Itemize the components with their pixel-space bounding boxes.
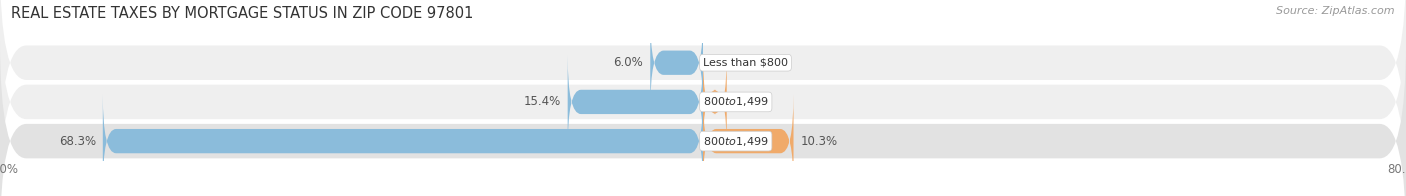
Text: $800 to $1,499: $800 to $1,499 [703,95,769,108]
Text: $800 to $1,499: $800 to $1,499 [703,135,769,148]
Text: 2.7%: 2.7% [734,95,763,108]
Text: REAL ESTATE TAXES BY MORTGAGE STATUS IN ZIP CODE 97801: REAL ESTATE TAXES BY MORTGAGE STATUS IN … [11,6,474,21]
Text: 68.3%: 68.3% [59,135,96,148]
FancyBboxPatch shape [0,0,1406,163]
Text: Source: ZipAtlas.com: Source: ZipAtlas.com [1277,6,1395,16]
FancyBboxPatch shape [0,41,1406,196]
Text: 10.3%: 10.3% [800,135,838,148]
FancyBboxPatch shape [703,94,793,188]
Text: Less than $800: Less than $800 [703,58,787,68]
FancyBboxPatch shape [568,55,703,149]
Text: 15.4%: 15.4% [523,95,561,108]
FancyBboxPatch shape [703,55,727,149]
FancyBboxPatch shape [650,16,703,109]
FancyBboxPatch shape [103,94,703,188]
Text: 0.0%: 0.0% [710,56,740,69]
Text: 6.0%: 6.0% [613,56,644,69]
